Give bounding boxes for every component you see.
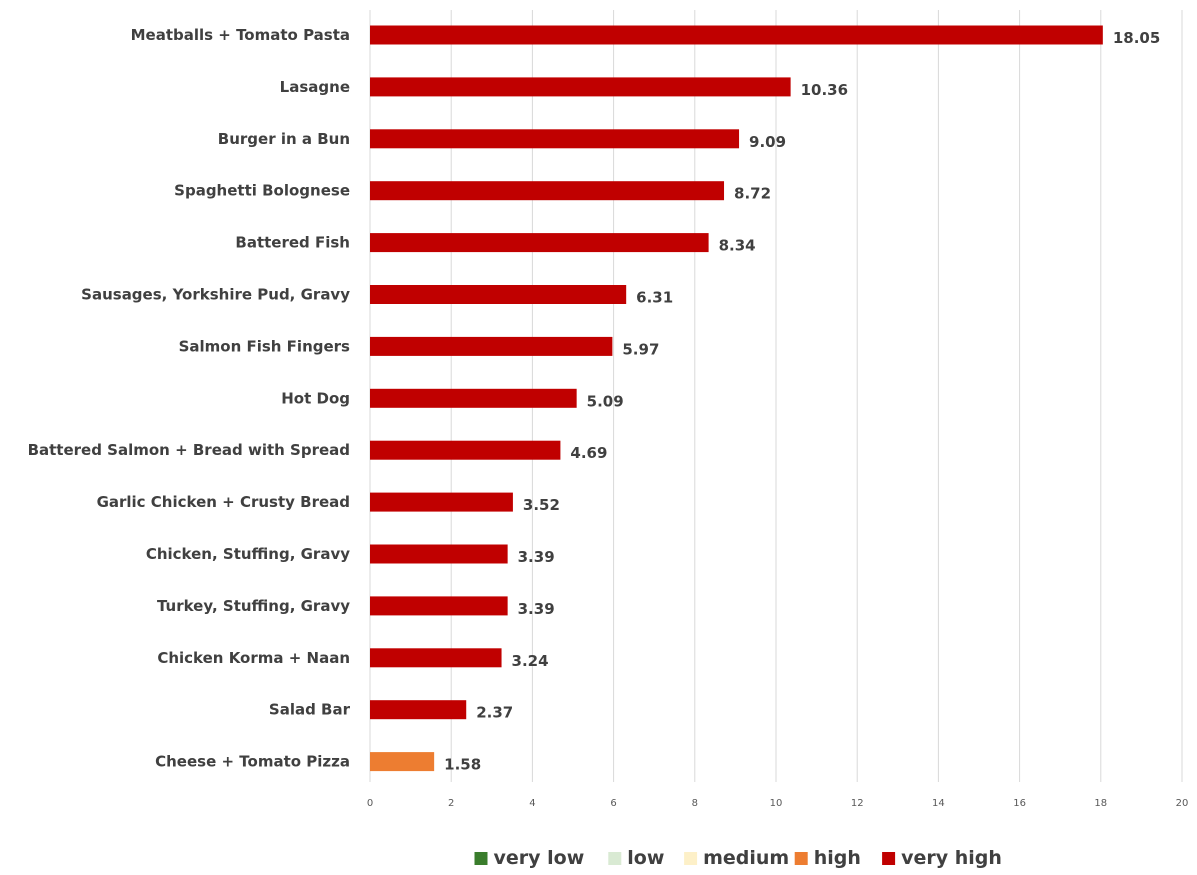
legend-label: high [814,847,861,869]
legend-swatch [794,852,808,865]
category-label: Cheese + Tomato Pizza [155,753,350,771]
category-label: Lasagne [280,78,350,96]
data-label: 1.58 [444,756,481,774]
category-label: Turkey, Stuffing, Gravy [157,597,350,615]
category-label: Garlic Chicken + Crusty Bread [97,493,350,511]
category-label: Battered Salmon + Bread with Spread [28,441,350,459]
legend-label: medium [703,847,789,869]
bar [370,700,467,720]
data-label: 3.39 [518,548,555,566]
data-label: 3.24 [512,652,549,670]
bar [370,181,725,201]
legend-swatch [608,852,622,865]
bar [370,25,1103,45]
x-tick-label: 18 [1094,798,1107,809]
category-label: Chicken, Stuffing, Gravy [146,545,350,563]
x-tick-label: 12 [851,798,864,809]
bar [370,440,561,460]
data-label: 8.72 [734,185,771,203]
category-label: Burger in a Bun [218,130,350,148]
legend-swatch [882,852,896,865]
data-label: 2.37 [476,704,513,722]
legend: very low low medium high very high [474,847,1002,869]
legend-label: very high [901,847,1002,869]
x-tick-label: 2 [448,798,454,809]
x-tick-label: 0 [367,798,373,809]
data-label: 9.09 [749,133,786,151]
bar [370,544,508,564]
data-label: 8.34 [719,237,756,255]
bar [370,285,627,304]
data-label: 6.31 [636,289,673,307]
legend-swatch [474,852,488,865]
data-label: 10.36 [801,81,848,99]
legend-label: low [627,847,664,869]
bar [370,129,740,149]
bar [370,336,613,356]
x-axis-ticks: 0 2 4 6 8 10 12 14 16 18 20 [367,798,1189,809]
data-label: 5.09 [587,392,624,410]
category-label: Salmon Fish Fingers [179,337,350,355]
bar [370,388,577,408]
x-tick-label: 10 [770,798,783,809]
category-label: Salad Bar [269,701,351,719]
data-label: 5.97 [622,340,659,358]
legend-label: very low [494,847,585,869]
category-label: Sausages, Yorkshire Pud, Gravy [81,286,350,304]
data-label: 3.52 [523,496,560,514]
x-tick-label: 14 [932,798,945,809]
category-label: Battered Fish [235,234,350,252]
category-label: Chicken Korma + Naan [157,649,350,667]
value-labels: 18.05 10.36 9.09 8.72 8.34 6.31 5.97 5.09 4.69 3.… [444,29,1160,774]
category-label: Hot Dog [281,389,350,407]
bar [370,648,502,668]
bar [370,233,709,253]
bars [370,25,1103,772]
data-label: 18.05 [1113,29,1160,47]
data-label: 3.39 [518,600,555,618]
bar [370,492,513,512]
category-labels: Meatballs + Tomato Pasta Lasagne Burger in… [28,26,351,771]
x-tick-label: 8 [692,798,698,809]
data-label: 4.69 [570,444,607,462]
legend-swatch [684,852,698,865]
x-tick-label: 6 [610,798,616,809]
x-tick-label: 4 [529,798,535,809]
bar [370,752,435,772]
category-label: Spaghetti Bolognese [174,182,350,200]
category-label: Meatballs + Tomato Pasta [131,26,350,44]
x-tick-label: 20 [1176,798,1189,809]
bar [370,596,508,616]
bar [370,77,791,97]
x-tick-label: 16 [1013,798,1026,809]
